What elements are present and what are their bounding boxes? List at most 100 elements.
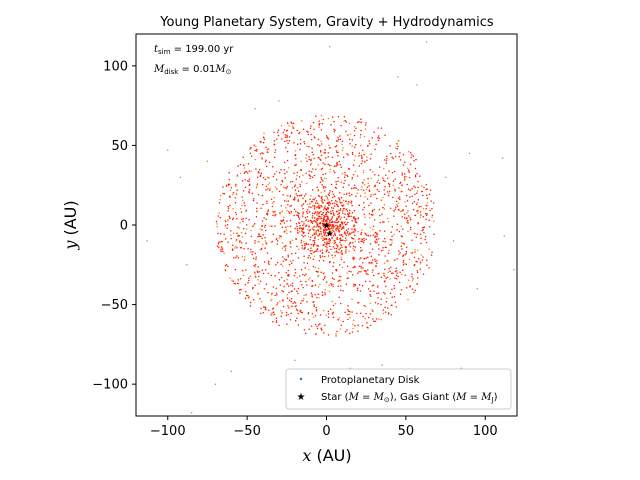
disk-particle [406,167,409,169]
disk-particle [314,197,316,199]
disk-particle [250,235,253,238]
disk-particle [264,160,267,163]
disk-particle [340,244,343,247]
disk-particle [327,207,330,210]
disk-particle [415,260,417,263]
disk-particle [284,249,287,252]
disk-particle [351,274,354,276]
disk-particle [222,186,224,188]
disk-particle [296,186,299,189]
disk-particle [304,199,307,202]
disk-particle [316,206,318,208]
outlier-particle [397,76,399,78]
disk-particle [218,212,220,214]
disk-particle [377,135,380,137]
disk-particle [239,208,242,210]
disk-particle [318,259,321,262]
disk-particle [372,234,375,236]
disk-particle [226,227,228,229]
disk-particle [303,274,306,277]
disk-particle [303,223,305,225]
disk-particle [405,287,408,289]
disk-particle [280,309,282,312]
disk-particle [318,144,321,147]
disk-particle [319,314,322,316]
disk-particle [380,276,383,278]
disk-particle [363,206,365,209]
disk-particle [343,120,345,122]
disk-particle [324,205,326,207]
disk-particle [280,220,283,222]
disk-particle [425,241,428,244]
disk-particle [405,205,407,207]
disk-particle [295,308,298,311]
disk-particle [282,260,285,262]
disk-particle [362,241,365,244]
disk-particle [234,211,237,214]
disk-particle [328,201,330,203]
annotation-tsim: tsim = 199.00 yr [154,44,234,56]
disk-particle [303,195,306,197]
disk-particle [290,305,293,308]
disk-particle [334,302,337,305]
disk-particle [312,198,314,201]
disk-particle [257,265,259,268]
disk-particle [263,132,265,134]
disk-particle [357,324,359,326]
disk-particle [310,194,312,197]
disk-particle [404,274,406,276]
disk-particle [324,324,326,326]
disk-particle [290,204,293,207]
disk-particle [267,148,270,150]
disk-particle [268,189,271,191]
disk-particle [286,134,288,137]
disk-particle [278,190,281,193]
disk-particle [328,228,331,230]
disk-particle [386,191,389,193]
disk-particle [353,184,356,187]
disk-particle [342,320,344,323]
disk-particle [266,252,269,254]
disk-particle [326,136,329,138]
disk-particle [275,292,278,294]
disk-particle [245,269,247,271]
disk-particle [362,267,364,269]
disk-particle [322,272,325,275]
disk-particle [292,127,294,129]
disk-particle [362,171,365,174]
disk-particle [339,209,341,212]
disk-particle [241,204,243,207]
disk-particle [268,260,270,262]
disk-particle [344,174,346,176]
disk-particle [320,216,322,218]
disk-particle [363,179,365,181]
disk-particle [413,185,415,187]
disk-particle [273,200,275,203]
disk-particle [267,209,270,211]
disk-particle [296,225,298,228]
disk-particle [388,183,391,186]
disk-particle [248,180,250,182]
disk-particle [366,156,368,158]
disk-particle [373,185,375,188]
disk-particle [354,217,357,220]
disk-particle [236,218,238,220]
disk-particle [262,152,264,155]
disk-particle [404,262,406,265]
disk-particle [267,272,269,275]
disk-particle [364,128,367,130]
outlier-particle [452,240,455,242]
disk-particle [245,294,248,297]
disk-particle [318,123,321,125]
disk-particle [254,273,257,275]
disk-particle [283,168,286,171]
disk-particle [224,219,226,222]
disk-particle [338,279,341,282]
disk-particle [407,188,410,190]
disk-particle [319,256,322,259]
disk-particle [294,196,296,198]
disk-particle [273,313,276,316]
disk-particle [284,172,286,175]
disk-particle [219,194,222,197]
disk-particle [219,232,222,235]
